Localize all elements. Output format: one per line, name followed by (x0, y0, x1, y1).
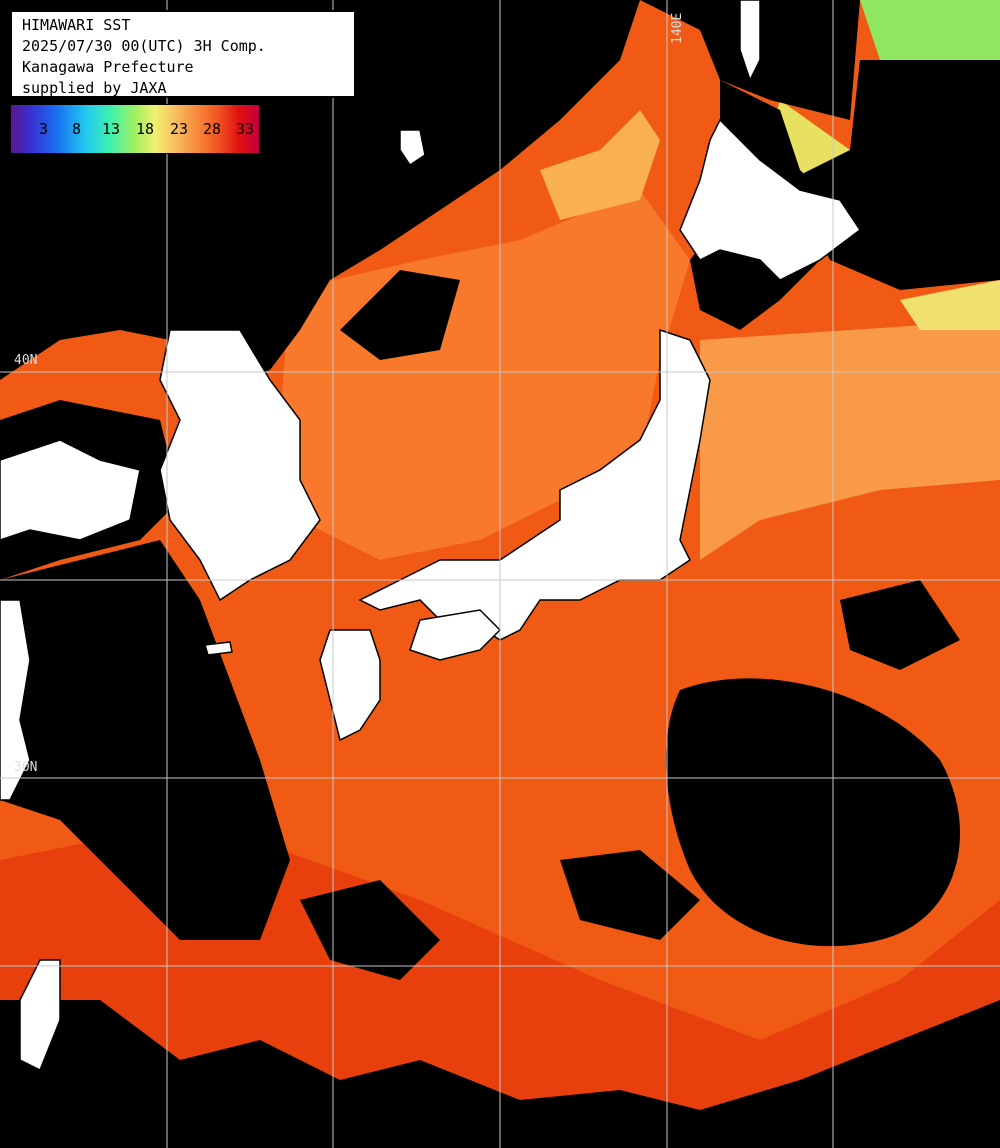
taiwan (19, 959, 61, 1072)
scale-tick: 13 (102, 120, 121, 138)
scale-tick: 23 (170, 120, 189, 138)
hokkaido (679, 118, 862, 281)
title-box: HIMAWARI SST 2025/07/30 00(UTC) 3H Comp.… (10, 10, 356, 98)
scale-tick: 18 (136, 120, 155, 138)
jeju-island (204, 641, 233, 656)
kyushu (319, 629, 381, 742)
china-north-coast (0, 439, 141, 541)
china-east-coast (0, 599, 31, 801)
title-line-3: Kanagawa Prefecture (22, 58, 194, 76)
title-line-2: 2025/07/30 00(UTC) 3H Comp. (22, 37, 266, 55)
lat-label-30n: 30N (14, 760, 38, 775)
north-cool-area-2 (900, 280, 1000, 330)
scale-tick: 8 (72, 120, 82, 138)
lon-label-140e: 140E (670, 12, 685, 44)
hokkaido-coast-sea (540, 110, 660, 220)
pacific-cool-area (700, 320, 1000, 560)
scale-tick: 28 (203, 120, 222, 138)
sakhalin-south (739, 0, 761, 82)
japan-sea-cool-area (280, 190, 690, 560)
title-line-4: supplied by JAXA (22, 79, 167, 97)
scale-tick: 33 (236, 120, 255, 138)
shikoku (409, 609, 502, 661)
land-masses (0, 0, 862, 1072)
title-line-1: HIMAWARI SST (22, 16, 131, 34)
scale-tick: 3 (39, 120, 49, 138)
lat-label-40n: 40N (14, 353, 38, 368)
color-scale-labels: 3 8 13 18 23 28 33 (10, 104, 260, 154)
north-cool-area (860, 0, 1000, 60)
color-scale-bar (10, 104, 260, 154)
sado-island (399, 129, 426, 167)
